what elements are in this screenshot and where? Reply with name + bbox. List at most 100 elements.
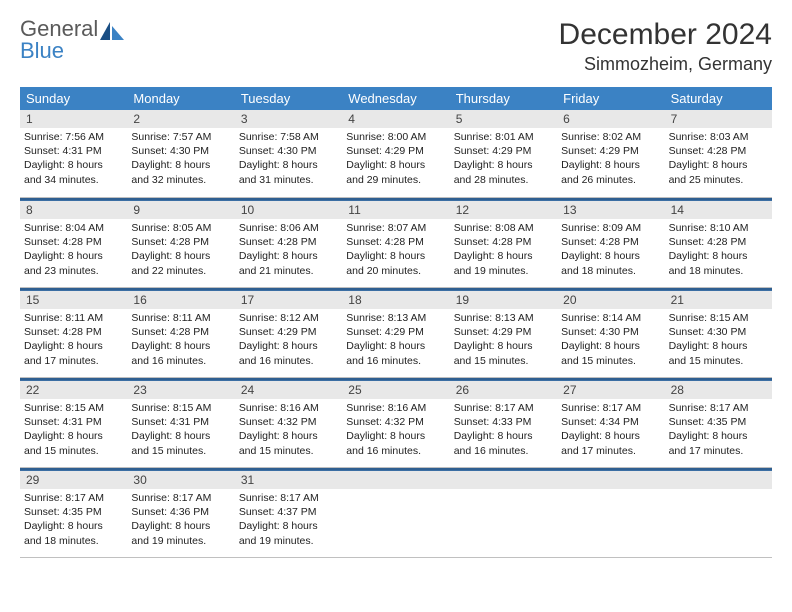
sunrise-text: Sunrise: 8:07 AM — [346, 221, 445, 235]
page-header: General Blue December 2024 Simmozheim, G… — [20, 18, 772, 75]
calendar-cell: 21Sunrise: 8:15 AMSunset: 4:30 PMDayligh… — [665, 290, 772, 378]
calendar-week: 29Sunrise: 8:17 AMSunset: 4:35 PMDayligh… — [20, 468, 772, 558]
sunset-text: Sunset: 4:31 PM — [24, 144, 123, 158]
calendar-cell: 20Sunrise: 8:14 AMSunset: 4:30 PMDayligh… — [557, 290, 664, 378]
sunrise-text: Sunrise: 7:57 AM — [131, 130, 230, 144]
sunrise-text: Sunrise: 7:58 AM — [239, 130, 338, 144]
calendar-grid: Sunday Monday Tuesday Wednesday Thursday… — [20, 87, 772, 558]
daylight-text-1: Daylight: 8 hours — [239, 519, 338, 533]
calendar-cell: 15Sunrise: 8:11 AMSunset: 4:28 PMDayligh… — [20, 290, 127, 378]
daylight-text-1: Daylight: 8 hours — [24, 429, 123, 443]
daylight-text-2: and 15 minutes. — [239, 444, 338, 458]
daylight-text-1: Daylight: 8 hours — [131, 339, 230, 353]
calendar-cell: 23Sunrise: 8:15 AMSunset: 4:31 PMDayligh… — [127, 380, 234, 468]
day-number: 8 — [20, 201, 127, 219]
calendar-cell: 10Sunrise: 8:06 AMSunset: 4:28 PMDayligh… — [235, 200, 342, 288]
sunrise-text: Sunrise: 8:00 AM — [346, 130, 445, 144]
sunrise-text: Sunrise: 8:09 AM — [561, 221, 660, 235]
daylight-text-2: and 15 minutes. — [131, 444, 230, 458]
sunrise-text: Sunrise: 7:56 AM — [24, 130, 123, 144]
brand-line1: General — [20, 18, 98, 40]
sunset-text: Sunset: 4:28 PM — [24, 325, 123, 339]
sunset-text: Sunset: 4:31 PM — [24, 415, 123, 429]
day-number: 6 — [557, 110, 664, 128]
day-details: Sunrise: 8:01 AMSunset: 4:29 PMDaylight:… — [450, 128, 557, 191]
day-details: Sunrise: 8:16 AMSunset: 4:32 PMDaylight:… — [342, 399, 449, 462]
sunset-text: Sunset: 4:28 PM — [131, 325, 230, 339]
day-number: 24 — [235, 381, 342, 399]
daylight-text-1: Daylight: 8 hours — [561, 429, 660, 443]
sunrise-text: Sunrise: 8:05 AM — [131, 221, 230, 235]
daylight-text-2: and 18 minutes. — [669, 264, 768, 278]
daylight-text-2: and 19 minutes. — [131, 534, 230, 548]
calendar-cell: 22Sunrise: 8:15 AMSunset: 4:31 PMDayligh… — [20, 380, 127, 468]
sunrise-text: Sunrise: 8:17 AM — [669, 401, 768, 415]
sunset-text: Sunset: 4:36 PM — [131, 505, 230, 519]
brand-text: General Blue — [20, 18, 98, 62]
daylight-text-1: Daylight: 8 hours — [454, 339, 553, 353]
calendar-cell: 14Sunrise: 8:10 AMSunset: 4:28 PMDayligh… — [665, 200, 772, 288]
calendar-cell: 2Sunrise: 7:57 AMSunset: 4:30 PMDaylight… — [127, 110, 234, 198]
sunrise-text: Sunrise: 8:10 AM — [669, 221, 768, 235]
sunset-text: Sunset: 4:30 PM — [669, 325, 768, 339]
daylight-text-1: Daylight: 8 hours — [669, 249, 768, 263]
day-details: Sunrise: 8:03 AMSunset: 4:28 PMDaylight:… — [665, 128, 772, 191]
daylight-text-1: Daylight: 8 hours — [346, 158, 445, 172]
sunrise-text: Sunrise: 8:12 AM — [239, 311, 338, 325]
sunrise-text: Sunrise: 8:11 AM — [24, 311, 123, 325]
day-number: 3 — [235, 110, 342, 128]
daylight-text-1: Daylight: 8 hours — [131, 519, 230, 533]
day-details: Sunrise: 8:02 AMSunset: 4:29 PMDaylight:… — [557, 128, 664, 191]
calendar-cell: 9Sunrise: 8:05 AMSunset: 4:28 PMDaylight… — [127, 200, 234, 288]
sunset-text: Sunset: 4:28 PM — [454, 235, 553, 249]
calendar-cell: 17Sunrise: 8:12 AMSunset: 4:29 PMDayligh… — [235, 290, 342, 378]
sunset-text: Sunset: 4:34 PM — [561, 415, 660, 429]
brand-logo: General Blue — [20, 18, 126, 62]
day-details: Sunrise: 8:09 AMSunset: 4:28 PMDaylight:… — [557, 219, 664, 282]
day-number: 10 — [235, 201, 342, 219]
sunset-text: Sunset: 4:35 PM — [24, 505, 123, 519]
sunset-text: Sunset: 4:28 PM — [239, 235, 338, 249]
day-number: 18 — [342, 291, 449, 309]
calendar-cell — [450, 470, 557, 558]
day-number: 28 — [665, 381, 772, 399]
sunrise-text: Sunrise: 8:13 AM — [454, 311, 553, 325]
daylight-text-2: and 15 minutes. — [669, 354, 768, 368]
day-number: 31 — [235, 471, 342, 489]
sunset-text: Sunset: 4:29 PM — [346, 144, 445, 158]
daylight-text-2: and 26 minutes. — [561, 173, 660, 187]
day-number: 5 — [450, 110, 557, 128]
title-block: December 2024 Simmozheim, Germany — [559, 18, 772, 75]
sunset-text: Sunset: 4:28 PM — [669, 144, 768, 158]
empty-day — [557, 471, 664, 489]
sunset-text: Sunset: 4:35 PM — [669, 415, 768, 429]
day-number: 30 — [127, 471, 234, 489]
sunrise-text: Sunrise: 8:03 AM — [669, 130, 768, 144]
calendar-cell: 3Sunrise: 7:58 AMSunset: 4:30 PMDaylight… — [235, 110, 342, 198]
day-details: Sunrise: 7:56 AMSunset: 4:31 PMDaylight:… — [20, 128, 127, 191]
weekday-header: Sunday Monday Tuesday Wednesday Thursday… — [20, 87, 772, 110]
sunrise-text: Sunrise: 8:15 AM — [24, 401, 123, 415]
calendar-cell: 5Sunrise: 8:01 AMSunset: 4:29 PMDaylight… — [450, 110, 557, 198]
calendar-cell: 6Sunrise: 8:02 AMSunset: 4:29 PMDaylight… — [557, 110, 664, 198]
day-number: 20 — [557, 291, 664, 309]
sunrise-text: Sunrise: 8:06 AM — [239, 221, 338, 235]
daylight-text-2: and 23 minutes. — [24, 264, 123, 278]
day-number: 15 — [20, 291, 127, 309]
daylight-text-2: and 15 minutes. — [454, 354, 553, 368]
daylight-text-2: and 34 minutes. — [24, 173, 123, 187]
calendar-cell: 8Sunrise: 8:04 AMSunset: 4:28 PMDaylight… — [20, 200, 127, 288]
calendar-cell: 24Sunrise: 8:16 AMSunset: 4:32 PMDayligh… — [235, 380, 342, 468]
sunrise-text: Sunrise: 8:04 AM — [24, 221, 123, 235]
sunrise-text: Sunrise: 8:13 AM — [346, 311, 445, 325]
calendar-cell: 1Sunrise: 7:56 AMSunset: 4:31 PMDaylight… — [20, 110, 127, 198]
day-details: Sunrise: 8:10 AMSunset: 4:28 PMDaylight:… — [665, 219, 772, 282]
sunrise-text: Sunrise: 8:02 AM — [561, 130, 660, 144]
weeks-container: 1Sunrise: 7:56 AMSunset: 4:31 PMDaylight… — [20, 110, 772, 558]
daylight-text-1: Daylight: 8 hours — [24, 158, 123, 172]
sunrise-text: Sunrise: 8:17 AM — [454, 401, 553, 415]
calendar-week: 15Sunrise: 8:11 AMSunset: 4:28 PMDayligh… — [20, 288, 772, 378]
daylight-text-1: Daylight: 8 hours — [239, 429, 338, 443]
calendar-cell: 29Sunrise: 8:17 AMSunset: 4:35 PMDayligh… — [20, 470, 127, 558]
day-details: Sunrise: 8:07 AMSunset: 4:28 PMDaylight:… — [342, 219, 449, 282]
